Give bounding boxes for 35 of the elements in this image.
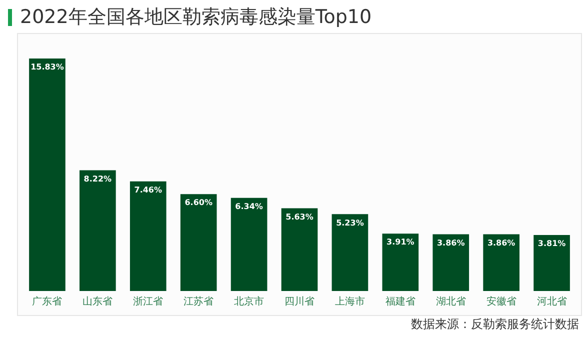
x-tick-label: 四川省	[284, 296, 314, 308]
bar	[332, 214, 368, 291]
x-tick-label: 山东省	[82, 296, 113, 308]
x-tick-label: 江苏省	[184, 296, 214, 308]
x-tick-label: 福建省	[385, 296, 416, 308]
data-label: 3.81%	[538, 239, 566, 248]
x-tick-label: 河北省	[536, 296, 567, 308]
data-label: 6.60%	[184, 198, 212, 208]
bar	[382, 234, 419, 291]
bar	[29, 58, 66, 291]
bar	[432, 234, 470, 291]
data-label: 6.34%	[235, 202, 263, 211]
data-label: 15.83%	[30, 62, 64, 72]
x-tick-label: 浙江省	[133, 296, 164, 308]
x-tick-label: 湖北省	[436, 296, 466, 308]
data-label: 8.22%	[84, 174, 112, 184]
bar	[534, 235, 570, 291]
data-label: 7.46%	[134, 186, 162, 195]
data-label: 3.86%	[487, 238, 516, 248]
data-label: 5.63%	[286, 212, 314, 222]
x-tick-label: 安徽省	[486, 296, 516, 308]
x-tick-label: 广东省	[32, 296, 62, 308]
bar	[80, 170, 116, 291]
bar	[130, 181, 166, 291]
data-label: 5.23%	[336, 218, 364, 228]
x-tick-label: 上海市	[334, 296, 365, 308]
bar	[281, 208, 318, 291]
source-note: 数据来源：反勒索服务统计数据	[411, 316, 579, 333]
x-tick-label: 北京市	[234, 296, 264, 308]
bar	[483, 234, 520, 291]
bar	[230, 198, 268, 291]
chart-title: 2022年全国各地区勒索病毒感染量Top10	[20, 5, 372, 30]
data-label: 3.91%	[386, 238, 414, 247]
bar	[180, 194, 217, 291]
data-label: 3.86%	[436, 238, 465, 248]
